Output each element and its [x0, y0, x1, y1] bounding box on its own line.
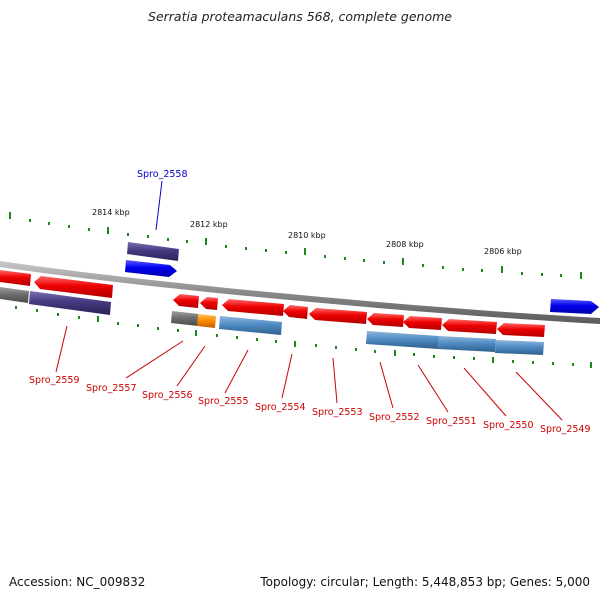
gene-forward-8[interactable] [403, 316, 442, 330]
gene-spro-2557[interactable] [171, 311, 199, 326]
gene-labels: Spro_2558 Spro_2559 Spro_2557 Spro_2556 … [29, 169, 591, 435]
inner-tick-ring [15, 306, 592, 368]
ruler-label-2814: 2814 kbp [92, 208, 130, 217]
gene-forward-3[interactable] [200, 297, 218, 310]
ruler-label-2808: 2808 kbp [386, 240, 424, 249]
gene-spro-2559[interactable] [29, 291, 111, 315]
gene-label-spro-2552[interactable]: Spro_2552 [369, 412, 420, 423]
gene-spro-2551[interactable] [438, 336, 496, 352]
gene-spro-2552[interactable] [366, 331, 439, 349]
gene-spro-2556[interactable] [197, 314, 216, 328]
genome-summary-text: Topology: circular; Length: 5,448,853 bp… [260, 575, 590, 589]
ruler-label-2810: 2810 kbp [288, 231, 326, 240]
gene-forward-6[interactable] [309, 308, 367, 324]
gene-label-spro-2549[interactable]: Spro_2549 [540, 424, 591, 435]
gene-spro-2550[interactable] [495, 340, 544, 355]
gene-label-spro-2556[interactable]: Spro_2556 [142, 390, 193, 401]
gene-forward-0[interactable] [0, 270, 31, 286]
ruler-label-2806: 2806 kbp [484, 247, 522, 256]
gene-forward-4[interactable] [222, 299, 284, 316]
gene-spro-2558[interactable] [125, 260, 177, 277]
gene-forward-2[interactable] [173, 294, 199, 308]
gene-spro-2558-shadow[interactable] [127, 242, 179, 261]
gene-label-spro-2558[interactable]: Spro_2558 [137, 169, 188, 180]
gene-forward-10[interactable] [497, 323, 545, 337]
map-title: Serratia proteamaculans 568, complete ge… [148, 9, 452, 24]
outer-tick-ring [9, 212, 582, 279]
reverse-strand-genes [0, 287, 544, 355]
gene-forward-7[interactable] [367, 313, 404, 327]
gene-forward-9[interactable] [442, 319, 497, 334]
gene-label-spro-2553[interactable]: Spro_2553 [312, 407, 363, 418]
gene-label-spro-2559[interactable]: Spro_2559 [29, 375, 80, 386]
label-leader-lines [55, 180, 563, 421]
gene-label-spro-2555[interactable]: Spro_2555 [198, 396, 249, 407]
gene-far-right-blue[interactable] [550, 299, 599, 314]
forward-strand-genes [0, 270, 545, 337]
gene-reverse-grey-left[interactable] [0, 287, 29, 303]
gene-label-spro-2557[interactable]: Spro_2557 [86, 383, 137, 394]
gene-forward-5[interactable] [283, 305, 308, 319]
gene-label-spro-2551[interactable]: Spro_2551 [426, 416, 477, 427]
genome-backbone [0, 261, 600, 324]
gene-label-spro-2550[interactable]: Spro_2550 [483, 420, 534, 431]
gene-spro-2555[interactable] [219, 316, 282, 335]
accession-text: Accession: NC_009832 [9, 575, 146, 589]
gene-label-spro-2554[interactable]: Spro_2554 [255, 402, 306, 413]
gene-forward-1[interactable] [34, 276, 113, 298]
ruler-label-2812: 2812 kbp [190, 220, 228, 229]
